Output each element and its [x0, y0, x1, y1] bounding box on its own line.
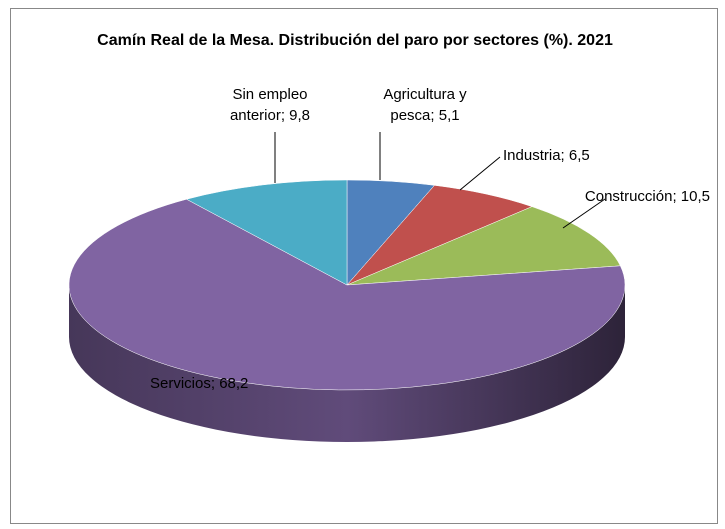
data-label: Industria; 6,5 — [503, 145, 623, 166]
slice — [346, 185, 533, 286]
data-label: Agricultura y pesca; 5,1 — [362, 84, 488, 126]
label-value: 6,5 — [568, 147, 590, 164]
label-category: Servicios — [150, 375, 211, 392]
label-category: Agricultura y pesca — [383, 86, 467, 124]
slice-side — [69, 285, 625, 442]
label-separator: ; — [280, 107, 285, 124]
label-value: 5,1 — [438, 107, 460, 124]
slice — [68, 198, 626, 391]
chart-title: Camín Real de la Mesa. Distribución del … — [97, 32, 613, 49]
label-category: Industria — [503, 147, 561, 164]
label-category: Construcción — [584, 188, 673, 205]
data-label: Servicios; 68,2 — [150, 373, 310, 394]
label-value: 68,2 — [219, 375, 249, 392]
label-separator: ; — [210, 375, 216, 392]
slice — [346, 206, 621, 286]
label-separator: ; — [672, 188, 677, 205]
label-value: 10,5 — [680, 188, 710, 205]
label-separator: ; — [430, 107, 435, 124]
label-separator: ; — [560, 147, 565, 164]
label-category: Sin empleo anterior — [229, 86, 308, 124]
leader-line — [459, 156, 501, 191]
data-label: Sin empleo anterior; 9,8 — [205, 84, 335, 126]
data-label: Construcción; 10,5 — [580, 186, 710, 207]
leader-line — [562, 198, 606, 229]
label-value: 9,8 — [289, 107, 311, 124]
slice — [185, 179, 348, 286]
